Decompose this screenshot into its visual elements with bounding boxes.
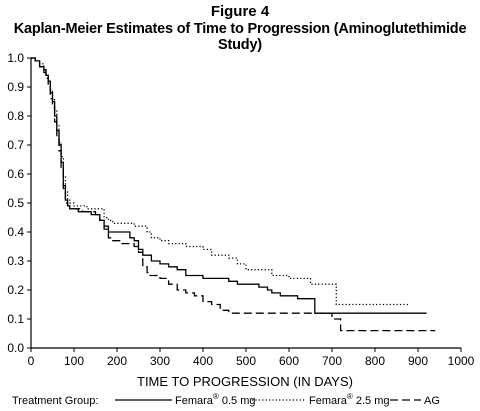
legend-title: Treatment Group:	[12, 395, 98, 407]
x-axis-ticks: 0 100 200 300 400 500 600 700 800 900 1000	[28, 348, 475, 368]
y-tick-label: 0.3	[7, 254, 24, 268]
y-tick-label: 0.0	[7, 341, 24, 355]
chart-axes	[30, 58, 461, 349]
y-tick-label: 0.2	[7, 283, 24, 297]
y-tick-label: 0.5	[7, 196, 24, 210]
x-tick-label: 900	[408, 354, 428, 368]
y-tick-label: 0.8	[7, 109, 24, 123]
series-line-solid	[31, 57, 427, 314]
x-tick-label: 200	[107, 354, 127, 368]
legend-entry-label: AG	[424, 395, 440, 407]
x-tick-label: 500	[236, 354, 256, 368]
x-tick-label: 600	[279, 354, 299, 368]
x-tick-label: 1000	[448, 354, 475, 368]
x-axis-label: TIME TO PROGRESSION (IN DAYS)	[137, 374, 353, 389]
legend-entry-label: Femara® 2.5 mg	[309, 392, 390, 407]
y-tick-label: 0.1	[7, 312, 24, 326]
chart-series	[31, 57, 436, 332]
x-tick-label: 700	[322, 354, 342, 368]
y-axis-ticks: 0.0 0.1 0.2 0.3 0.4 0.5 0.6 0.7 0.8 0.9 1.0	[7, 51, 31, 355]
legend-entry-label: Femara® 0.5 mg	[175, 392, 256, 407]
x-tick-label: 100	[64, 354, 84, 368]
x-tick-label: 0	[28, 354, 35, 368]
y-tick-label: 0.9	[7, 80, 24, 94]
x-tick-label: 800	[365, 354, 385, 368]
y-tick-label: 0.6	[7, 167, 24, 181]
x-tick-label: 400	[193, 354, 213, 368]
y-tick-label: 1.0	[7, 51, 24, 65]
chart-title: Kaplan-Meier Estimates of Time to Progre…	[13, 21, 467, 53]
x-tick-label: 300	[150, 354, 170, 368]
series-line-dotted	[31, 57, 410, 306]
chart-legend: Treatment Group: Femara® 0.5 mg Femara® 2.…	[12, 392, 440, 407]
y-tick-label: 0.7	[7, 138, 24, 152]
figure-label: Figure 4	[210, 3, 270, 20]
series-line-dashed	[31, 57, 436, 332]
y-tick-label: 0.4	[7, 225, 24, 239]
